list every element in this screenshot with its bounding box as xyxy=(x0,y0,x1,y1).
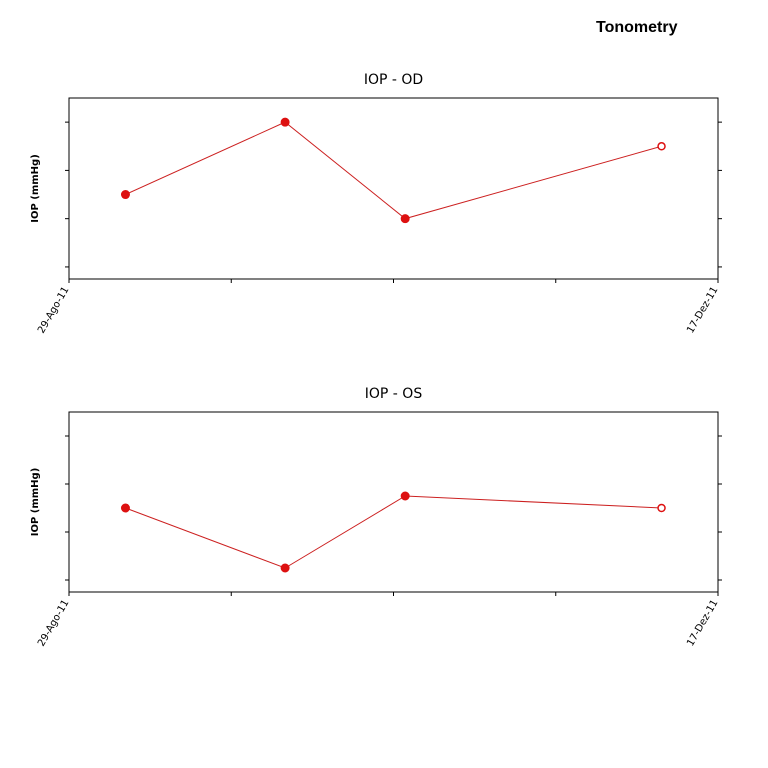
chart-1-ylabel: IOP (mmHg) xyxy=(30,154,41,223)
chart-2-data-point[interactable] xyxy=(400,491,410,501)
chart-2-xtick-label: 29-Ago-11 xyxy=(36,598,72,648)
chart-2-plot-frame xyxy=(68,411,719,593)
chart-2-data-point[interactable] xyxy=(120,503,130,513)
chart-1-xtick-label: 17-Dez-11 xyxy=(685,285,720,335)
chart-1-data-point[interactable] xyxy=(400,214,410,224)
chart-2-ylabel: IOP (mmHg) xyxy=(30,468,41,537)
chart-1-data-point[interactable] xyxy=(280,117,290,127)
chart-2-series-line xyxy=(125,495,662,569)
chart-1-data-point[interactable] xyxy=(120,190,130,200)
chart-2-xtick-label: 17-Dez-11 xyxy=(685,598,720,648)
chart-1-data-point[interactable] xyxy=(657,142,666,151)
chart-1-plot-frame xyxy=(68,97,719,280)
chart-1-title: IOP - OD xyxy=(364,72,423,88)
page-title: Tonometry xyxy=(596,19,678,36)
chart-2-data-point[interactable] xyxy=(657,503,666,513)
chart-2-title: IOP - OS xyxy=(365,386,423,402)
chart-1-xtick-label: 29-Ago-11 xyxy=(36,285,72,335)
chart-1-series-line xyxy=(125,121,662,220)
chart-2-data-point[interactable] xyxy=(280,563,290,573)
